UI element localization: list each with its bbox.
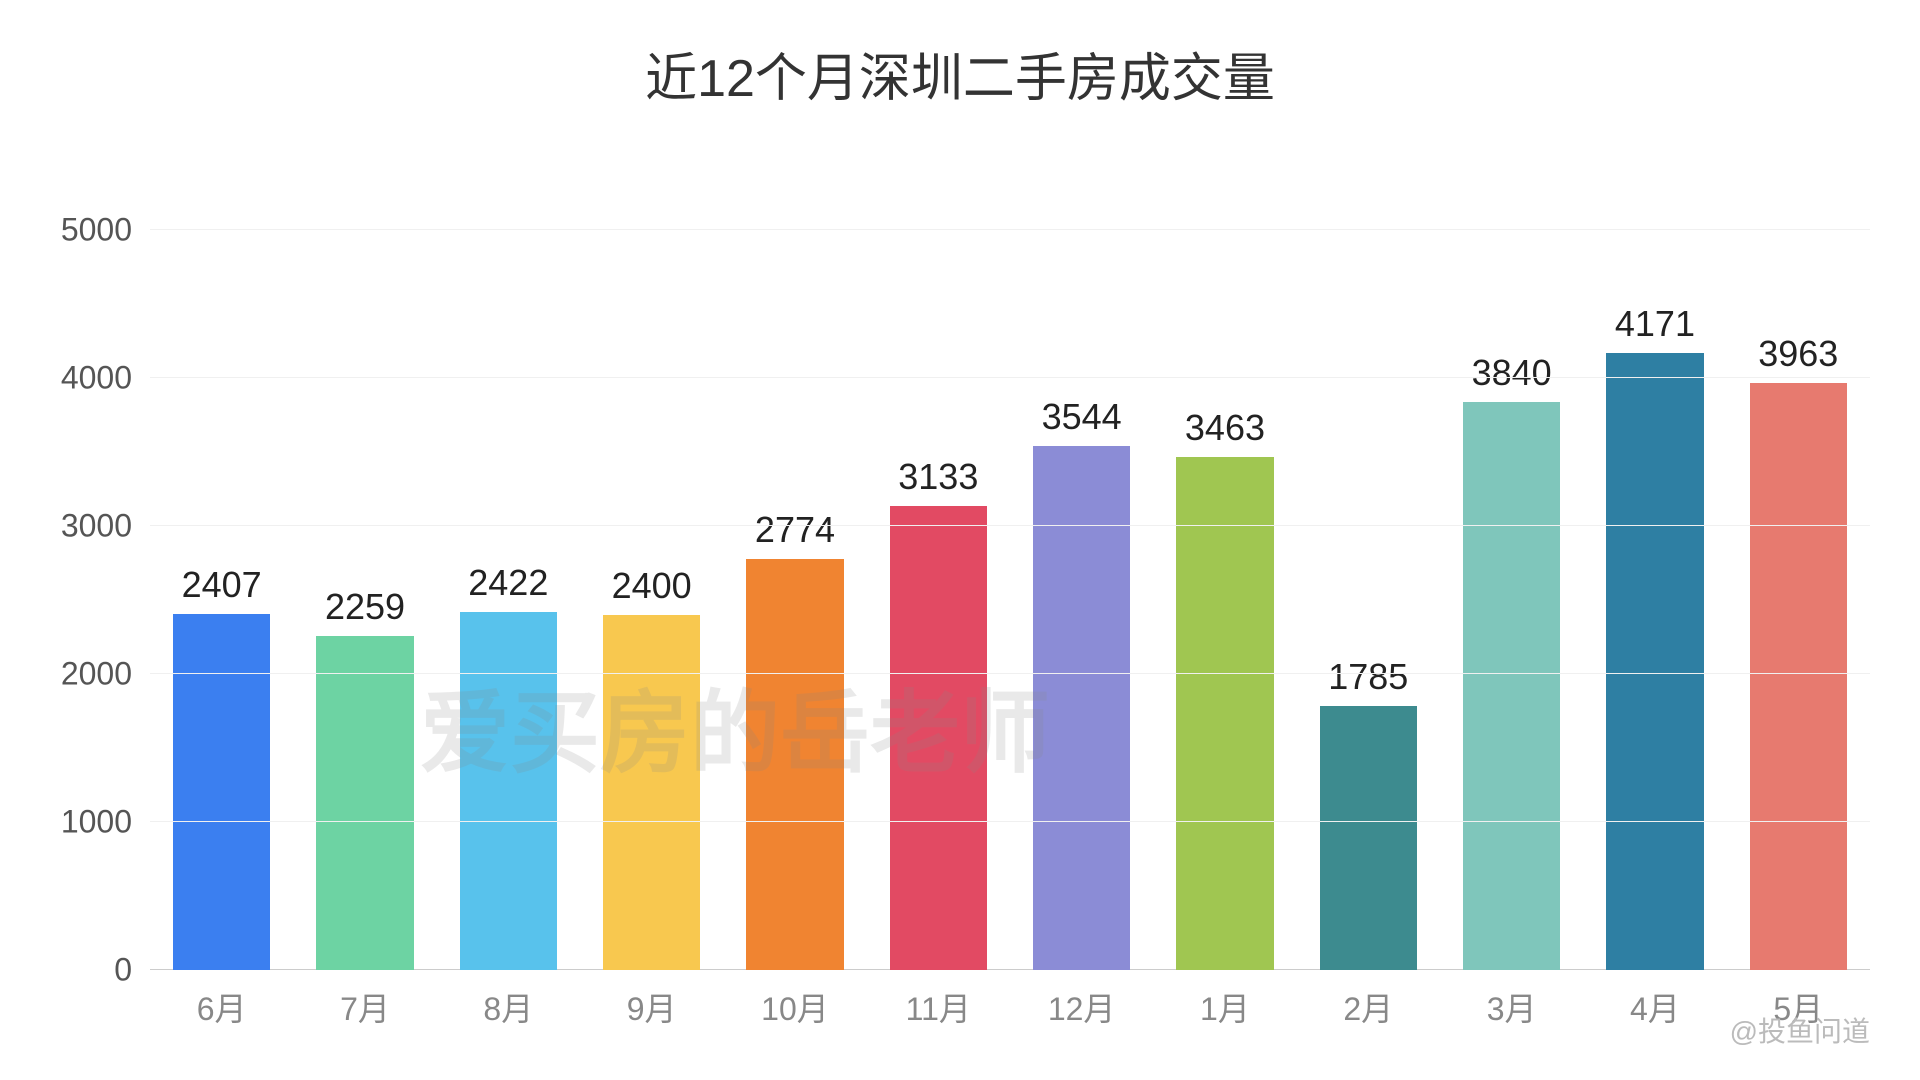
bar-wrapper: 22597月 xyxy=(293,230,436,970)
bar: 3463 xyxy=(1176,457,1273,970)
chart-container: 近12个月深圳二手房成交量 24076月22597月24228月24009月27… xyxy=(0,0,1920,1080)
bar-value-label: 4171 xyxy=(1615,303,1695,345)
bars-container: 24076月22597月24228月24009月277410月313311月35… xyxy=(150,230,1870,970)
gridline xyxy=(150,821,1870,822)
bar-value-label: 2407 xyxy=(182,564,262,606)
y-axis-label: 4000 xyxy=(61,360,150,397)
gridline xyxy=(150,673,1870,674)
bar-value-label: 2774 xyxy=(755,509,835,551)
chart-title: 近12个月深圳二手房成交量 xyxy=(0,36,1920,111)
plot-area: 24076月22597月24228月24009月277410月313311月35… xyxy=(150,230,1870,970)
x-axis-label: 7月 xyxy=(340,984,390,1030)
bar-value-label: 3840 xyxy=(1472,352,1552,394)
bar-value-label: 3463 xyxy=(1185,407,1265,449)
x-axis-label: 2月 xyxy=(1343,984,1393,1030)
bar-wrapper: 17852月 xyxy=(1297,230,1440,970)
bar: 4171 xyxy=(1606,353,1703,970)
x-axis-label: 4月 xyxy=(1630,984,1680,1030)
bar-wrapper: 24076月 xyxy=(150,230,293,970)
bar-value-label: 2400 xyxy=(612,565,692,607)
bar: 2259 xyxy=(316,636,413,970)
bar-value-label: 3133 xyxy=(898,456,978,498)
x-axis-label: 5月 xyxy=(1773,984,1823,1030)
y-axis-label: 5000 xyxy=(61,212,150,249)
x-axis-label: 8月 xyxy=(483,984,533,1030)
bar-wrapper: 41714月 xyxy=(1583,230,1726,970)
y-axis-label: 3000 xyxy=(61,508,150,545)
x-axis-label: 9月 xyxy=(627,984,677,1030)
bar-wrapper: 34631月 xyxy=(1153,230,1296,970)
gridline xyxy=(150,229,1870,230)
bar-value-label: 3963 xyxy=(1758,333,1838,375)
bar: 2400 xyxy=(603,615,700,970)
bar: 3963 xyxy=(1750,383,1847,970)
x-axis-label: 6月 xyxy=(197,984,247,1030)
bar-value-label: 2422 xyxy=(468,562,548,604)
bar: 3840 xyxy=(1463,402,1560,970)
x-axis-label: 10月 xyxy=(761,984,829,1030)
bar: 2407 xyxy=(173,614,270,970)
y-axis-label: 0 xyxy=(114,952,150,989)
x-axis-label: 11月 xyxy=(906,984,971,1030)
gridline xyxy=(150,377,1870,378)
bar-wrapper: 354412月 xyxy=(1010,230,1153,970)
bar-wrapper: 38403月 xyxy=(1440,230,1583,970)
bar-wrapper: 24009月 xyxy=(580,230,723,970)
x-axis-label: 3月 xyxy=(1487,984,1537,1030)
bar: 1785 xyxy=(1320,706,1417,970)
bar-wrapper: 313311月 xyxy=(867,230,1010,970)
y-axis-label: 1000 xyxy=(61,804,150,841)
bar-value-label: 3544 xyxy=(1042,396,1122,438)
bar: 2774 xyxy=(746,559,843,970)
bar-wrapper: 277410月 xyxy=(723,230,866,970)
bar-value-label: 2259 xyxy=(325,586,405,628)
x-axis-label: 12月 xyxy=(1048,984,1116,1030)
bar-wrapper: 24228月 xyxy=(437,230,580,970)
gridline xyxy=(150,525,1870,526)
bar-value-label: 1785 xyxy=(1328,656,1408,698)
x-axis-label: 1月 xyxy=(1200,984,1250,1030)
bar: 2422 xyxy=(460,612,557,970)
y-axis-label: 2000 xyxy=(61,656,150,693)
bar: 3133 xyxy=(890,506,987,970)
bar-wrapper: 39635月 xyxy=(1727,230,1870,970)
